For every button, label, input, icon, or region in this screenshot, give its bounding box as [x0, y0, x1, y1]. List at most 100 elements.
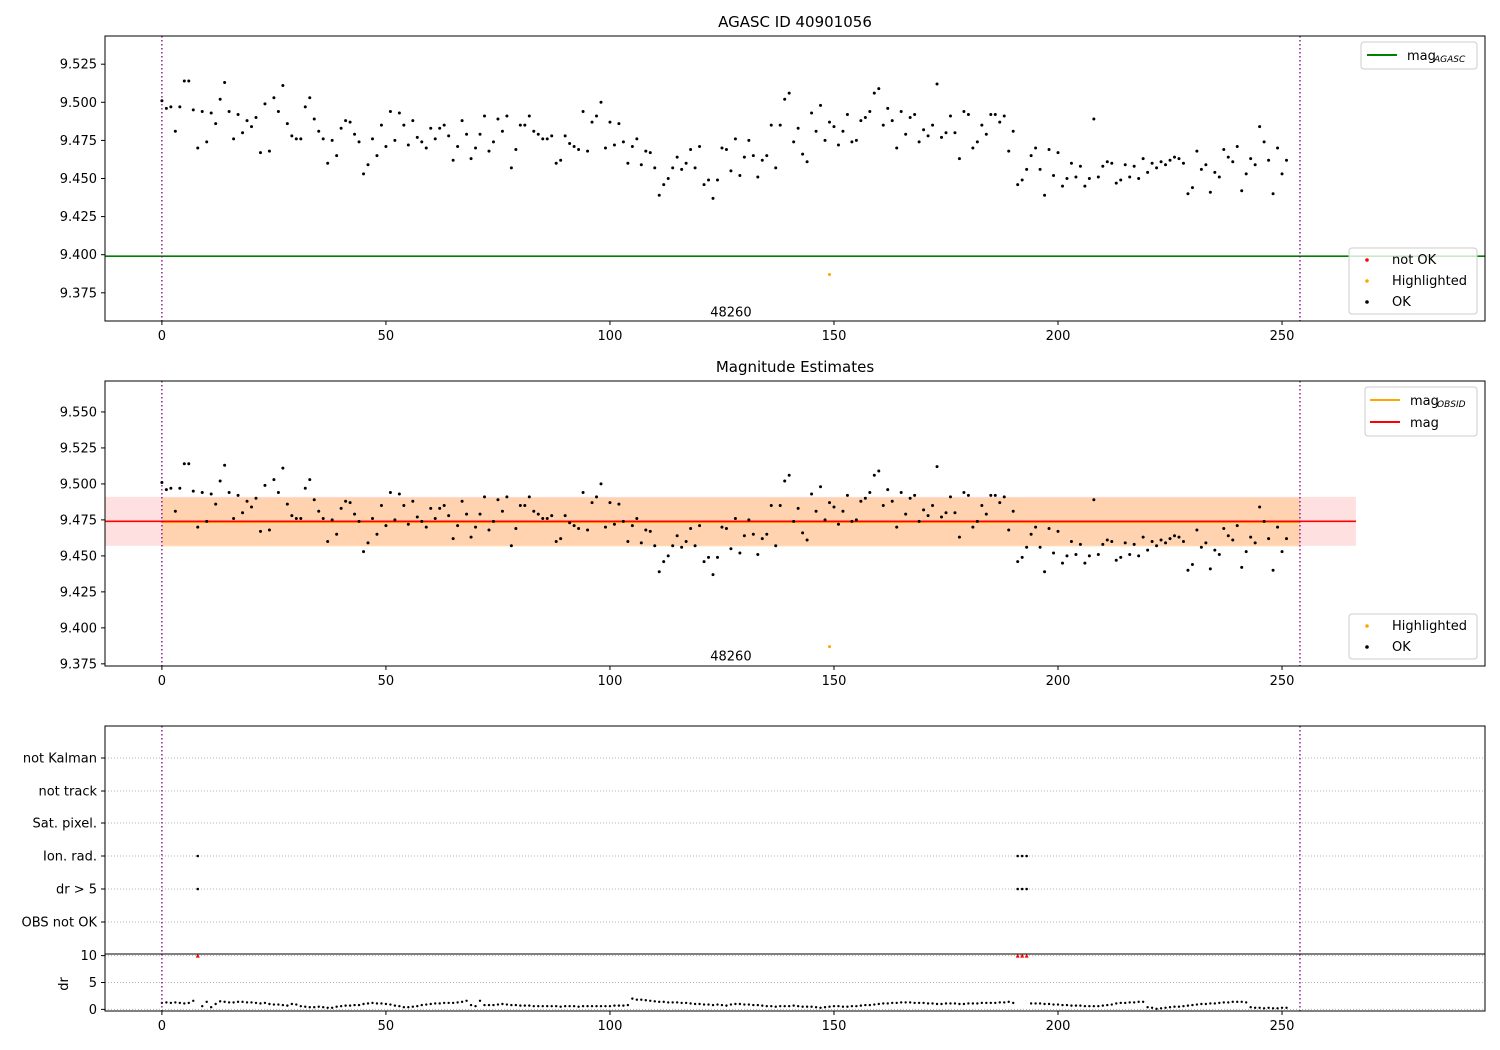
dr-point [1007, 1000, 1010, 1004]
ok-point [1267, 158, 1271, 162]
magnitude-estimates-panel: Magnitude Estimates 0 50 100 150 200 250 9.375… [60, 358, 1486, 689]
dr-point [514, 1003, 518, 1007]
ok-point [1047, 148, 1051, 152]
ok-point [957, 535, 961, 539]
ok-point [653, 544, 657, 548]
ok-point [250, 505, 254, 509]
dr-point [209, 1006, 213, 1009]
ok-point [496, 117, 500, 121]
ok-point [1173, 155, 1176, 159]
ok-point [935, 82, 939, 86]
ok-point [715, 555, 719, 559]
dr-point [339, 1004, 343, 1008]
ok-point [169, 486, 173, 490]
ok-point [671, 544, 675, 548]
ok-point [415, 515, 419, 519]
ok-point [160, 480, 164, 484]
ok-point [881, 504, 885, 508]
ok-point [1199, 167, 1203, 171]
ok-point [429, 126, 433, 130]
dr-point [595, 1004, 598, 1008]
dr-clipped-marker [195, 953, 200, 958]
ok-point [1204, 541, 1208, 545]
ok-point [603, 146, 607, 150]
ok-point [335, 532, 339, 536]
ok-point [711, 573, 715, 577]
dr-point [326, 1006, 329, 1009]
ok-point [254, 496, 258, 500]
magnitude-points-legend: Highlighted OK [1348, 613, 1478, 660]
ok-point [1016, 560, 1020, 564]
ok-point [1146, 170, 1150, 174]
agasc-points-legend: not OK Highlighted OK [1348, 247, 1478, 315]
dr-point [1195, 1003, 1199, 1006]
ok-point [774, 166, 778, 170]
x-tick-label: 100 [598, 329, 623, 344]
ok-point [854, 518, 858, 522]
ok-point [281, 466, 285, 470]
ok-point [554, 539, 558, 543]
legend-mag-agasc-label: mag [1407, 49, 1436, 64]
ok-point [1164, 541, 1168, 545]
dr-point [653, 1000, 656, 1003]
dr-point [716, 1003, 719, 1006]
y-tick-label: 9.525 [60, 58, 97, 73]
ok-point [1276, 146, 1280, 150]
dr-clipped-marker [1024, 953, 1029, 958]
ok-point [1043, 570, 1047, 574]
legend-mag-obsid-sub: OBSID [1437, 400, 1466, 410]
dr-point [1115, 1002, 1118, 1005]
ok-point [518, 123, 522, 127]
dr-point [322, 1006, 325, 1009]
ok-point [1262, 140, 1266, 144]
x-tick-label: 250 [1270, 329, 1295, 344]
ok-point [362, 550, 366, 554]
ok-point [801, 531, 805, 535]
magnitude-estimates-title: Magnitude Estimates [716, 358, 874, 376]
x-tick-label: 0 [158, 1019, 166, 1034]
ok-point [308, 96, 312, 100]
dr-point [949, 1002, 952, 1005]
magnitude-line-legend: mag OBSID mag [1364, 386, 1478, 437]
ok-point [711, 196, 715, 200]
ok-point [814, 509, 818, 513]
dr-point [1110, 1003, 1113, 1006]
ok-point [832, 125, 836, 129]
dr-point [1276, 1007, 1279, 1010]
ok-point [626, 161, 630, 165]
ok-point [465, 132, 469, 136]
ok-point [729, 169, 733, 173]
dr-point [393, 1004, 397, 1007]
dr-point [192, 999, 195, 1002]
dr-point [1231, 1000, 1234, 1004]
ok-point [828, 120, 831, 124]
dr-point [1003, 1001, 1006, 1004]
dr-point [241, 1000, 244, 1004]
ok-point [1240, 565, 1244, 569]
dr-point [1070, 1004, 1073, 1007]
ok-point [895, 146, 899, 150]
ok-point [850, 519, 854, 523]
ok-point [245, 499, 249, 503]
ok-point [487, 528, 491, 532]
dr-point [384, 1002, 388, 1006]
ok-point [1213, 170, 1217, 174]
ok-point [514, 148, 518, 152]
ok-point [617, 502, 621, 506]
dr-point [855, 1004, 858, 1008]
ok-point [187, 462, 191, 466]
ok-point [1128, 552, 1132, 556]
ok-point [1199, 545, 1203, 549]
ok-point [1020, 178, 1024, 182]
ok-point [738, 551, 742, 555]
ok-point [232, 516, 236, 520]
ok-point [281, 84, 285, 88]
ok-point [1222, 527, 1226, 531]
ok-point [514, 527, 518, 531]
ok-point [1276, 525, 1280, 529]
ok-point [433, 516, 437, 520]
ok-point [223, 463, 227, 467]
x-tick-label: 200 [1046, 1019, 1071, 1034]
y-tick-label: 9.500 [60, 477, 97, 492]
dr-point [232, 1001, 235, 1004]
